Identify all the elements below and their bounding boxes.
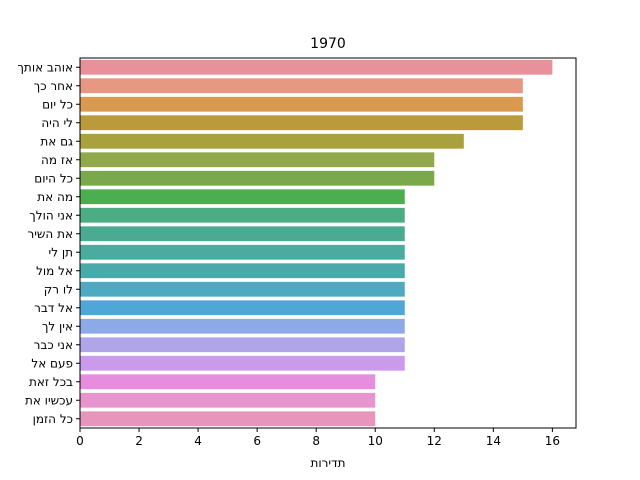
x-tick-label: 16: [545, 434, 560, 448]
y-tick-label: כל הזמן: [33, 412, 73, 426]
x-tick-label: 12: [427, 434, 442, 448]
bar: [80, 152, 435, 168]
y-tick-label: גם את: [40, 134, 73, 148]
bar: [80, 133, 464, 149]
x-axis-ticks: 0 2 4 6 8 10 12 14 16: [76, 428, 560, 448]
x-axis-label: תדירות: [310, 456, 345, 470]
y-tick-label: תן לי: [49, 245, 73, 259]
bar: [80, 96, 523, 112]
bar: [80, 78, 523, 94]
bar: [80, 411, 376, 427]
bar: [80, 337, 405, 353]
bar: [80, 300, 405, 316]
bar: [80, 207, 405, 223]
y-tick-label: אני כבר: [34, 338, 73, 352]
bar: [80, 374, 376, 390]
y-tick-label: פעם אל: [31, 356, 73, 370]
bar: [80, 244, 405, 260]
y-tick-label: כל יום: [42, 97, 73, 111]
y-tick-label: לי היה: [41, 116, 73, 130]
y-tick-label: בכל זאת: [29, 375, 73, 389]
x-tick-label: 14: [486, 434, 501, 448]
bar: [80, 318, 405, 334]
y-tick-label: עכשיו את: [25, 393, 73, 407]
plot-frame: [79, 57, 577, 429]
x-tick-label: 0: [76, 434, 84, 448]
bar: [80, 392, 376, 408]
bar: [80, 59, 553, 75]
y-axis-ticks: אוהב אותך אחר כך כל יום לי היה גם את אז מה כל …: [17, 60, 80, 426]
bars-group: [80, 59, 553, 427]
bar: [80, 226, 405, 242]
y-tick-label: אחר כך: [34, 79, 73, 93]
bar: [80, 263, 405, 279]
bar: [80, 189, 405, 205]
y-tick-label: אין לך: [42, 319, 73, 333]
bar: [80, 281, 405, 297]
x-tick-label: 2: [135, 434, 143, 448]
y-tick-label: לו רק: [44, 282, 73, 296]
y-tick-label: אוהב אותך: [17, 60, 73, 74]
x-tick-label: 10: [368, 434, 383, 448]
bar: [80, 115, 523, 131]
bar: [80, 355, 405, 371]
x-tick-label: 4: [194, 434, 202, 448]
y-tick-label: אל דבר: [34, 301, 73, 315]
y-tick-label: מה את: [37, 190, 73, 204]
y-tick-label: אל מול: [36, 264, 73, 278]
bar: [80, 170, 435, 186]
x-tick-label: 8: [312, 434, 320, 448]
y-tick-label: את השיר: [27, 227, 73, 241]
chart-title: 1970: [310, 36, 346, 52]
x-tick-label: 6: [253, 434, 261, 448]
y-tick-label: כל היום: [34, 171, 73, 185]
y-tick-label: אני הולך: [29, 208, 73, 222]
y-tick-label: אז מה: [41, 153, 73, 167]
